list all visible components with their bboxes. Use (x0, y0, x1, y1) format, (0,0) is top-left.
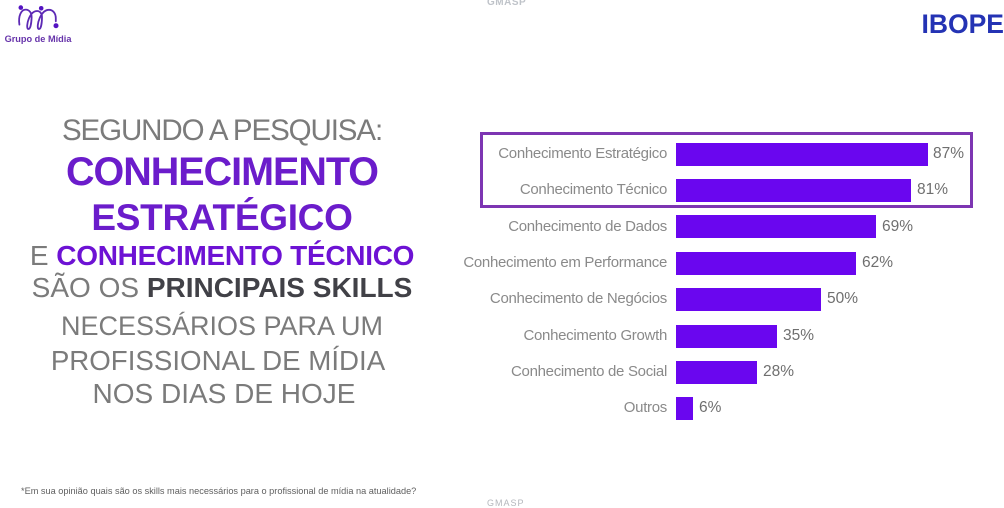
svg-text:Grupo de Mídia: Grupo de Mídia (5, 34, 73, 44)
